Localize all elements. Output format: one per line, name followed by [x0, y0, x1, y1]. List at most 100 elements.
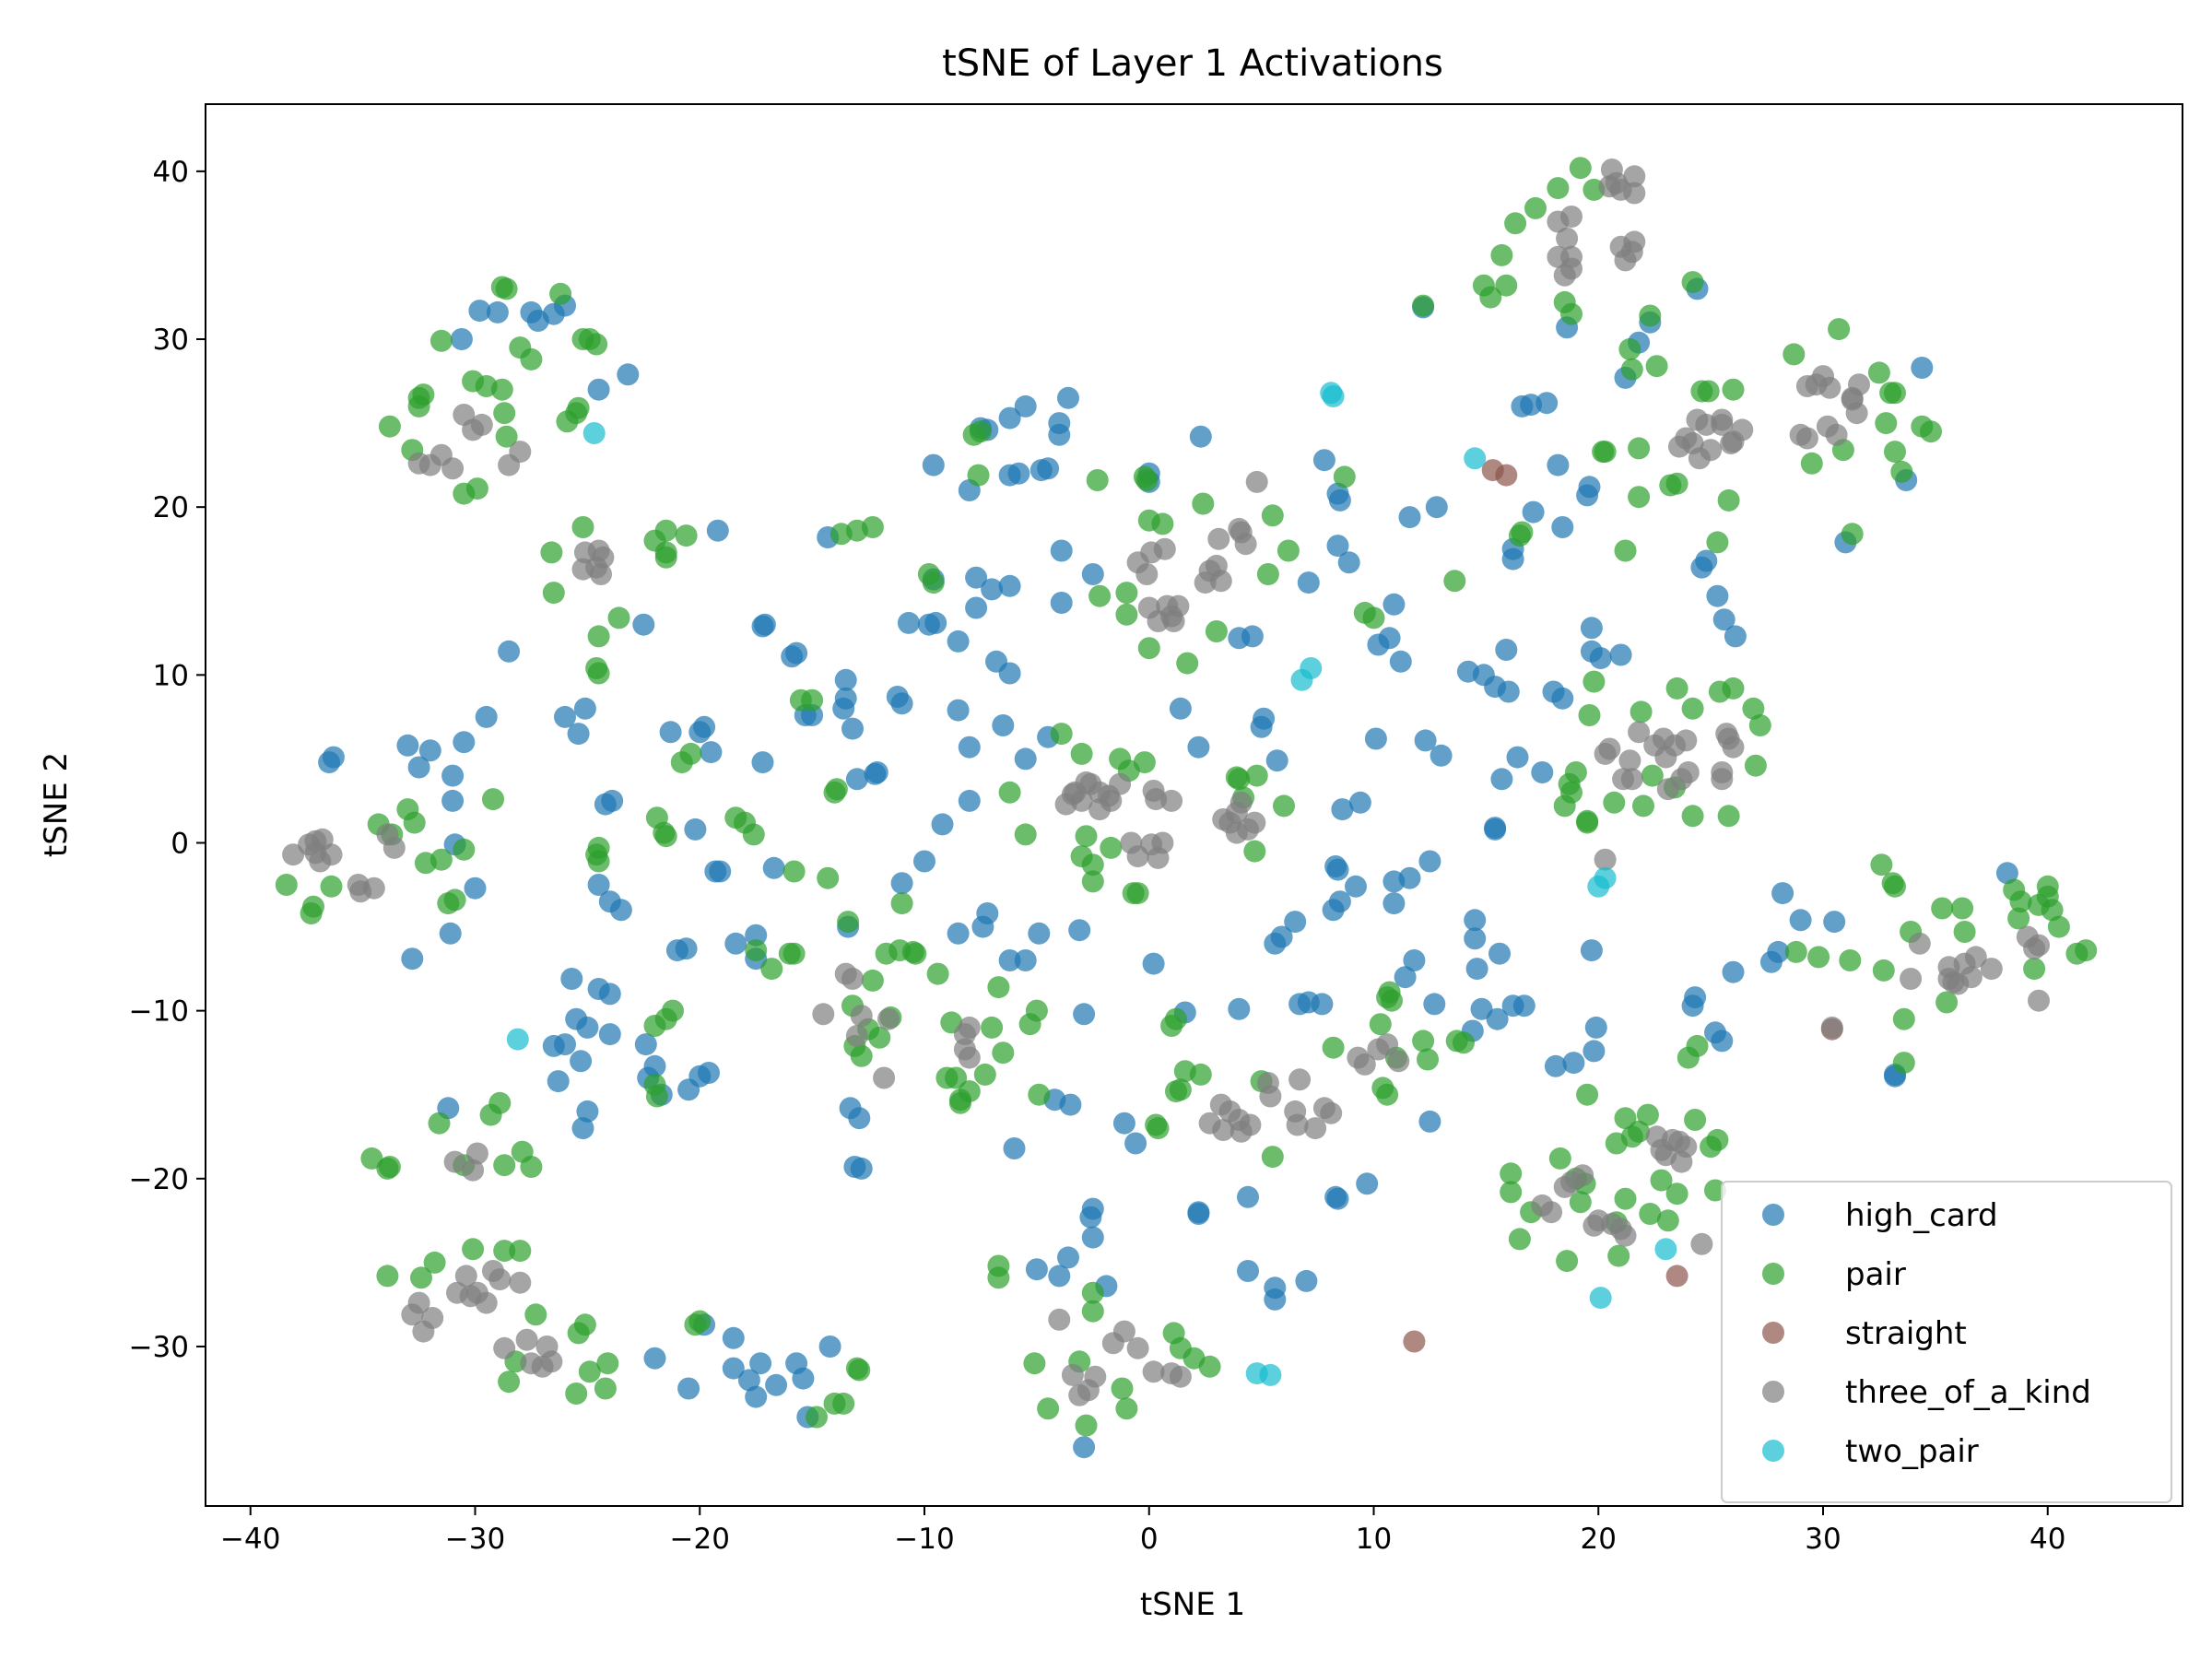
data-point [1675, 729, 1698, 752]
data-point [1556, 1250, 1579, 1273]
data-point [745, 939, 768, 962]
data-point [498, 640, 521, 663]
data-point [1445, 1030, 1468, 1053]
data-point [1620, 768, 1643, 791]
data-point [1295, 1269, 1318, 1292]
data-point [1288, 1068, 1312, 1091]
data-point [1771, 882, 1794, 905]
legend-label: high_card [1845, 1197, 1998, 1234]
data-point [453, 838, 476, 861]
data-point [1562, 1052, 1585, 1075]
data-point [817, 866, 840, 889]
data-point [441, 457, 465, 480]
data-point [1795, 427, 1818, 450]
data-point [1495, 274, 1518, 297]
data-point [1890, 460, 1913, 483]
data-point [1980, 958, 2003, 981]
data-point [818, 1335, 841, 1358]
data-point [1084, 1365, 1107, 1388]
data-point [560, 968, 583, 990]
data-point [693, 715, 716, 738]
data-point [587, 874, 610, 896]
data-point [1169, 1365, 1192, 1388]
data-point [454, 1265, 477, 1288]
data-point [1569, 157, 1592, 180]
data-point [509, 1240, 532, 1263]
data-point [1488, 942, 1511, 965]
data-point [737, 1369, 760, 1392]
data-point [1192, 492, 1215, 515]
data-point [1151, 512, 1174, 535]
data-point [1951, 897, 1974, 920]
data-point [1531, 761, 1554, 783]
data-point [931, 813, 954, 836]
data-point [1884, 441, 1906, 464]
data-point [1583, 670, 1606, 693]
data-point [922, 571, 945, 594]
data-point [382, 836, 406, 859]
data-point [1623, 182, 1646, 205]
data-point [1068, 919, 1091, 942]
data-point [1632, 794, 1654, 818]
data-point [1665, 677, 1688, 700]
data-point [403, 811, 426, 834]
y-tick-label: 10 [153, 659, 189, 692]
x-tick-label: 30 [1805, 1523, 1841, 1556]
data-point [1497, 680, 1520, 703]
data-point [1717, 488, 1740, 512]
data-point [1073, 1436, 1096, 1459]
data-point [1443, 570, 1466, 593]
data-point [1618, 749, 1641, 772]
data-point [1823, 911, 1846, 934]
legend-marker [1762, 1263, 1784, 1285]
data-point [598, 1023, 621, 1046]
data-point [1115, 582, 1138, 605]
data-point [1212, 1119, 1235, 1141]
data-point [1722, 960, 1745, 983]
data-point [958, 1080, 981, 1103]
data-point [1326, 1187, 1349, 1210]
data-point [841, 968, 864, 990]
data-point [396, 734, 419, 757]
data-point [1147, 1117, 1170, 1140]
data-point [493, 402, 516, 425]
data-point [1628, 1120, 1651, 1143]
data-point [1618, 337, 1641, 360]
data-point [1205, 620, 1228, 642]
data-point [1464, 927, 1487, 950]
data-point [1500, 1181, 1523, 1204]
data-point [1228, 997, 1251, 1020]
x-tick-label: 40 [2030, 1523, 2065, 1556]
data-point [493, 1154, 516, 1177]
data-point [1237, 1260, 1259, 1282]
data-point [1560, 206, 1583, 228]
data-point [1623, 230, 1646, 253]
data-point [1417, 1048, 1439, 1071]
data-point [1403, 1330, 1426, 1353]
data-point [904, 942, 927, 965]
data-point [421, 1307, 444, 1329]
legend-item-two-pair: two_pair [1762, 1433, 1979, 1470]
data-point [1037, 457, 1060, 480]
data-point [1495, 639, 1518, 661]
data-point [958, 1046, 981, 1069]
data-point [1243, 840, 1266, 863]
data-point [401, 947, 424, 971]
data-point [1569, 1191, 1592, 1214]
data-point [592, 546, 615, 569]
data-point [1297, 571, 1320, 594]
data-point [1690, 1232, 1713, 1255]
data-point [1169, 697, 1192, 720]
data-point [834, 668, 857, 691]
data-point [1789, 909, 1812, 932]
data-point [1169, 1078, 1192, 1101]
data-point [1037, 1397, 1060, 1420]
data-point [1828, 318, 1851, 341]
data-point [1050, 539, 1073, 562]
data-point [2007, 907, 2030, 930]
legend-marker [1762, 1204, 1784, 1226]
data-point [1884, 382, 1906, 405]
legend-box [1721, 1181, 2172, 1503]
data-point [1423, 993, 1446, 1016]
data-point [1153, 537, 1176, 560]
